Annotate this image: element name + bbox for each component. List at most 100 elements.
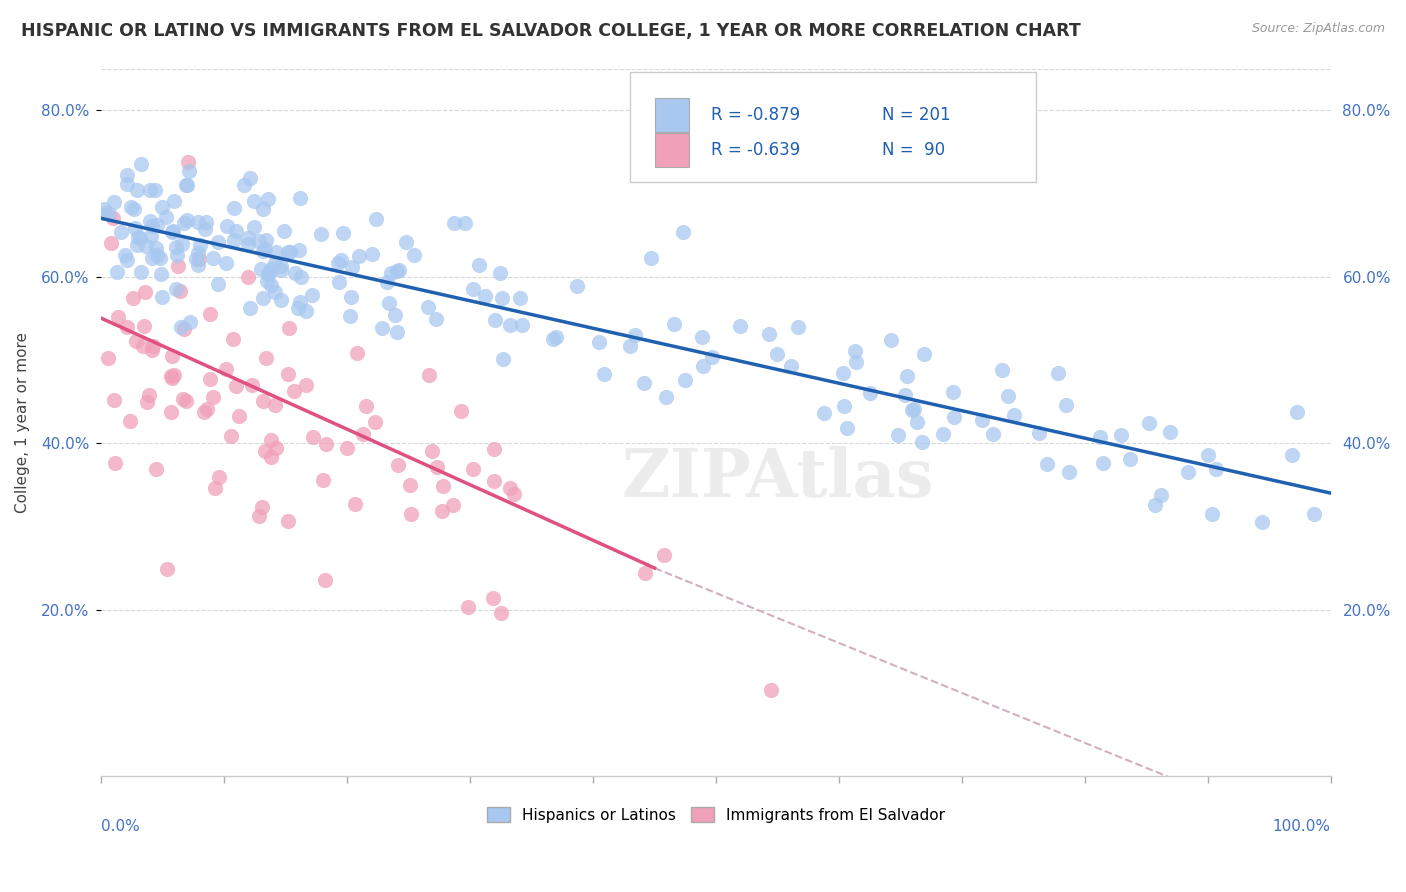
Point — [844, 344, 866, 359]
Point — [270, 260, 292, 274]
Point — [162, 224, 184, 238]
Point — [97, 207, 120, 221]
Point — [1251, 515, 1274, 529]
Point — [169, 284, 191, 298]
Text: ZIPAtlas: ZIPAtlas — [621, 447, 934, 511]
Point — [418, 368, 440, 383]
Point — [190, 237, 212, 252]
Point — [122, 202, 145, 216]
Point — [259, 265, 281, 279]
Point — [159, 405, 181, 419]
Point — [364, 415, 387, 429]
Point — [187, 215, 209, 229]
Point — [588, 334, 610, 349]
Point — [640, 251, 662, 265]
Point — [141, 228, 163, 243]
Point — [277, 514, 299, 528]
Point — [592, 367, 614, 381]
Point — [247, 234, 270, 248]
Point — [482, 474, 505, 488]
Point — [103, 392, 125, 407]
Point — [263, 256, 285, 270]
Point — [177, 154, 200, 169]
Point — [179, 314, 201, 328]
Point — [195, 401, 218, 416]
Point — [174, 394, 197, 409]
Point — [346, 346, 368, 360]
Point — [94, 206, 117, 220]
Point — [835, 421, 858, 435]
Point — [441, 498, 464, 512]
Point — [1205, 462, 1227, 476]
Point — [236, 236, 259, 251]
Point — [141, 343, 163, 357]
Point — [1054, 398, 1077, 412]
Point — [380, 266, 402, 280]
Point — [288, 243, 311, 257]
Point — [859, 385, 882, 400]
Point — [264, 441, 287, 455]
Point — [124, 221, 146, 235]
Point — [277, 367, 299, 381]
Point — [499, 481, 522, 495]
Point — [222, 332, 245, 346]
Point — [195, 215, 218, 229]
Point — [131, 339, 153, 353]
Point — [461, 282, 484, 296]
Point — [1047, 366, 1070, 380]
Point — [100, 235, 122, 250]
Point — [315, 437, 337, 451]
Point — [887, 427, 910, 442]
Point — [503, 487, 526, 501]
Point — [240, 378, 263, 392]
Point — [730, 319, 752, 334]
Point — [474, 289, 496, 303]
Point — [314, 573, 336, 587]
Point — [166, 248, 188, 262]
Point — [247, 508, 270, 523]
Point — [360, 247, 382, 261]
Point — [167, 259, 190, 273]
Point — [270, 263, 292, 277]
Point — [461, 462, 484, 476]
Point — [662, 318, 685, 332]
Point — [388, 263, 411, 277]
Point — [457, 599, 479, 614]
Point — [905, 415, 928, 429]
Point — [344, 497, 367, 511]
Point — [204, 481, 226, 495]
Point — [239, 301, 262, 316]
Point — [981, 427, 1004, 442]
Point — [156, 562, 179, 576]
Point — [222, 201, 245, 215]
Text: 0.0%: 0.0% — [101, 819, 141, 834]
Point — [160, 225, 183, 239]
Point — [125, 334, 148, 348]
Point — [340, 260, 363, 274]
Point — [623, 328, 645, 343]
Point — [149, 267, 172, 281]
Point — [384, 308, 406, 322]
Point — [997, 389, 1019, 403]
Point — [129, 157, 152, 171]
Point — [176, 178, 198, 192]
Point — [290, 269, 312, 284]
Point — [145, 462, 167, 476]
Point — [1150, 487, 1173, 501]
Point — [214, 256, 236, 270]
Point — [426, 459, 449, 474]
Point — [143, 183, 166, 197]
Point — [330, 252, 353, 267]
Point — [174, 178, 197, 192]
Point — [450, 404, 472, 418]
Text: HISPANIC OR LATINO VS IMMIGRANTS FROM EL SALVADOR COLLEGE, 1 YEAR OR MORE CORREL: HISPANIC OR LATINO VS IMMIGRANTS FROM EL… — [21, 22, 1081, 40]
Point — [287, 301, 309, 315]
Point — [1109, 428, 1132, 442]
Point — [173, 321, 195, 335]
Point — [101, 211, 124, 226]
Point — [270, 293, 292, 308]
Point — [425, 311, 447, 326]
Point — [207, 277, 229, 291]
Point — [110, 226, 132, 240]
Point — [253, 444, 276, 458]
